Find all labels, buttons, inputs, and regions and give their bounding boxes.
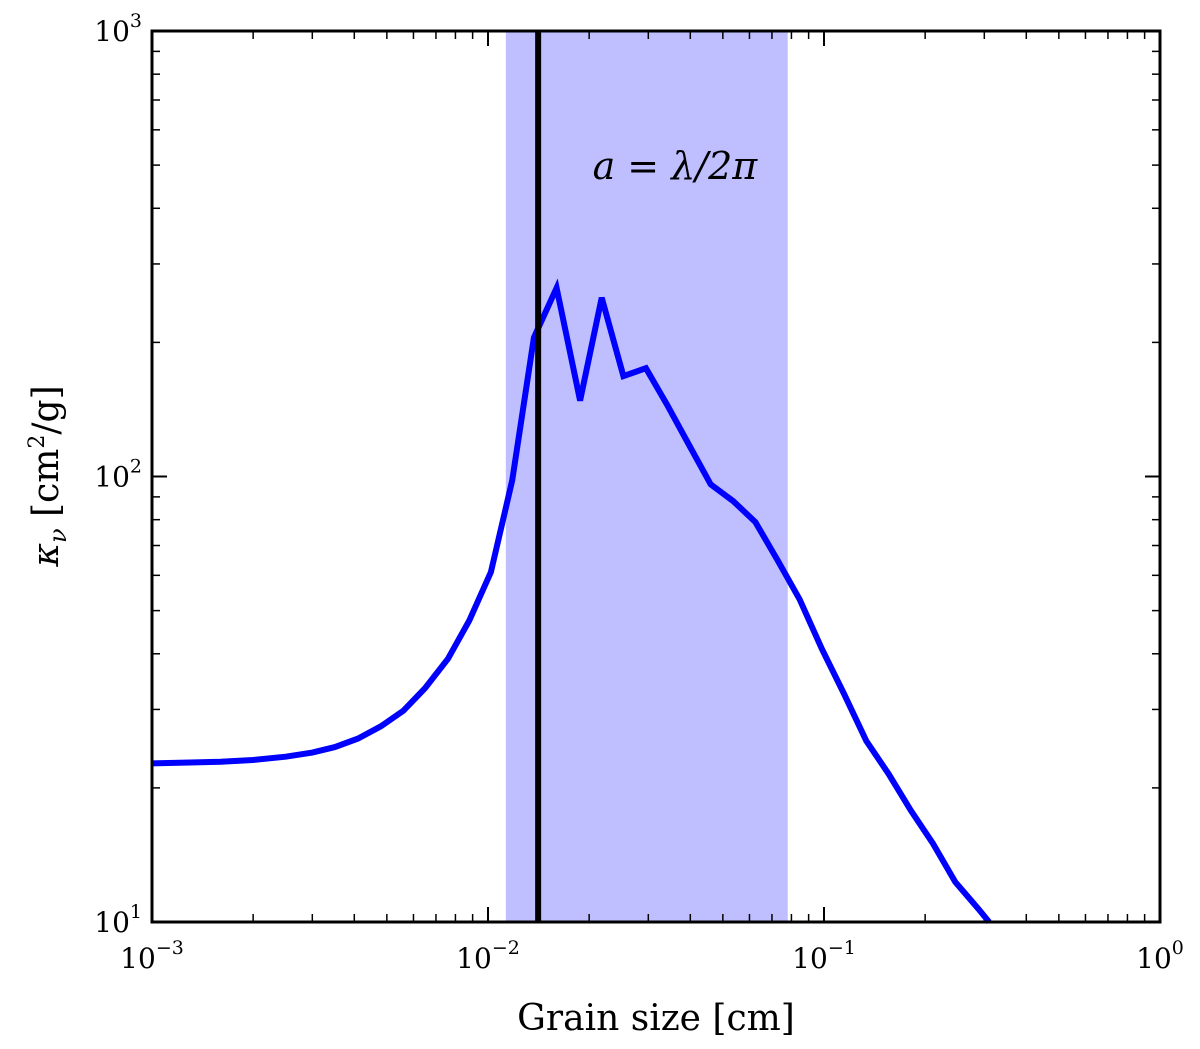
- y-tick-label: 101: [94, 901, 142, 939]
- y-tick-label: 102: [94, 456, 142, 494]
- series-line-kappa: [151, 278, 992, 924]
- svg-text:κν [cm2/g]: κν [cm2/g]: [25, 385, 72, 567]
- x-tick-label: 10−2: [456, 937, 520, 975]
- x-tick-label: 10−1: [792, 937, 856, 975]
- shaded-region: [505, 31, 788, 922]
- x-tick-label: 100: [1136, 937, 1184, 975]
- plot-frame: [150, 29, 1162, 924]
- x-tick-label: 10−3: [120, 937, 184, 975]
- x-axis-title: Grain size [cm]: [517, 998, 795, 1039]
- y-axis-title: κν [cm2/g]: [25, 385, 72, 567]
- y-tick-label: 103: [94, 10, 142, 48]
- x-tick-labels: 10−3 10−2 10−1 100: [120, 937, 1184, 975]
- annotation-label: a = λ/2π: [593, 144, 759, 188]
- y-tick-labels: 101 102 103: [94, 10, 142, 939]
